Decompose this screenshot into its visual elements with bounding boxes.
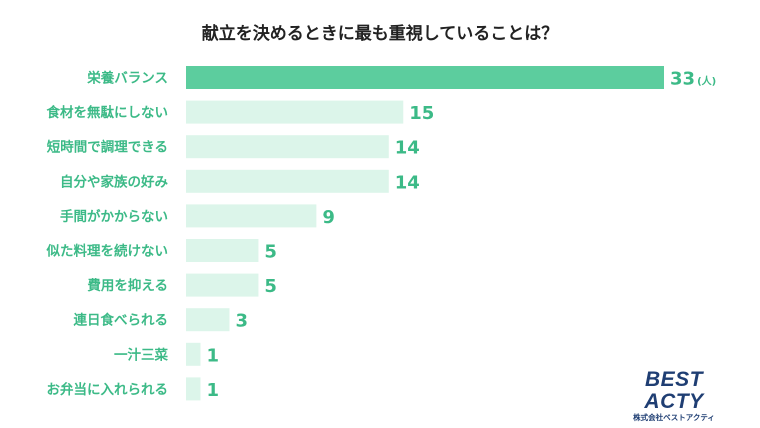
company-logo: BEST ACTY 株式会社ベストアクティ [614, 369, 734, 423]
category-label: 手間がかからない [60, 208, 168, 225]
bar [186, 204, 317, 228]
value-label: 3 [235, 311, 248, 332]
bar [186, 342, 201, 366]
bar [186, 135, 389, 159]
category-label: 食材を無駄にしない [47, 104, 169, 121]
bar [186, 100, 404, 124]
category-label: 自分や家族の好み [60, 173, 168, 190]
category-label: 似た料理を続けない [46, 243, 169, 260]
chart-title: 献立を決めるときに最も重視していることは？ [202, 23, 559, 44]
category-label: 費用を抑える [87, 277, 168, 294]
value-label: 14 [395, 138, 420, 159]
bar [186, 308, 230, 332]
value-label: 9 [322, 207, 335, 228]
value-label: 15 [409, 103, 434, 124]
category-label: 短時間で調理できる [47, 139, 168, 156]
value-label: 14 [395, 172, 420, 193]
value-label: 33 [670, 69, 695, 90]
category-label: 一汁三菜 [114, 346, 168, 363]
bar [186, 66, 664, 89]
bar [186, 169, 389, 193]
logo-sub-text: 株式会社ベストアクティ [633, 413, 715, 422]
logo-main-text: BEST ACTY [644, 368, 704, 413]
category-label: 栄養バランス [86, 70, 168, 87]
value-label: 5 [264, 276, 277, 297]
bar [186, 273, 259, 297]
value-label: 5 [264, 242, 277, 263]
category-label: 連日食べられる [74, 312, 169, 329]
value-label: 1 [206, 380, 219, 401]
unit-label: (人) [697, 75, 716, 88]
bar [186, 377, 201, 401]
category-label: お弁当に入れられる [47, 381, 169, 398]
bar [186, 239, 259, 262]
value-label: 1 [206, 345, 219, 366]
